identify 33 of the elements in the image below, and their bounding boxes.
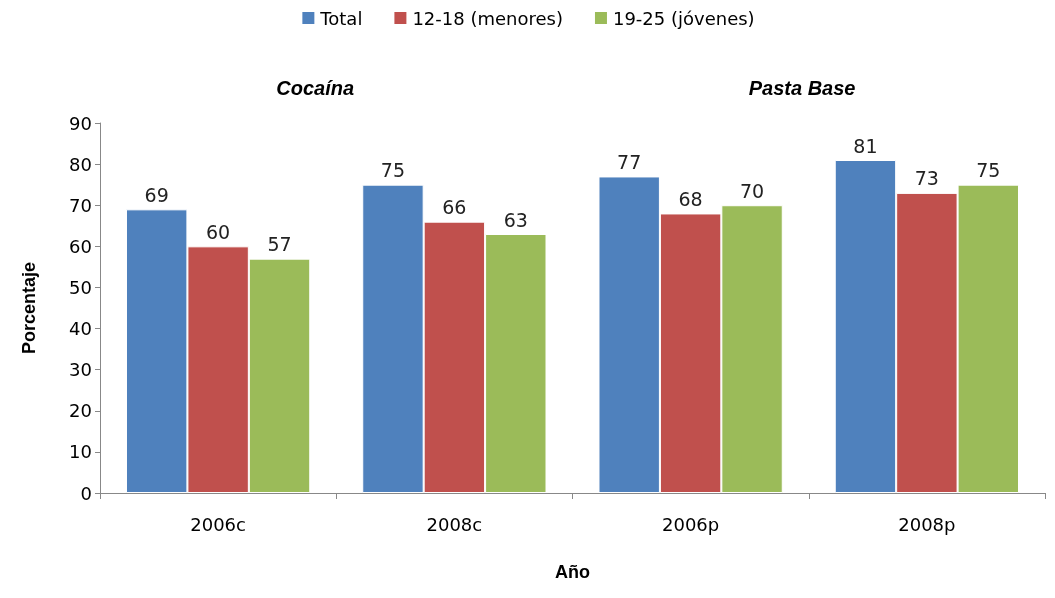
y-tick-label: 90 [69,112,92,134]
data-label: 60 [206,220,231,243]
data-label: 68 [678,187,703,210]
x-axis-title: Año [555,562,590,582]
x-tick-label: 2008c [426,513,483,535]
data-label: 57 [267,233,292,256]
x-tick-label: 2006c [190,513,246,535]
y-tick-label: 80 [69,153,92,175]
data-label: 77 [617,150,642,173]
y-tick-label: 0 [80,482,92,504]
data-label: 75 [380,159,406,182]
y-tick-label: 50 [69,276,92,298]
y-tick-label: 30 [69,359,92,381]
y-tick-label: 20 [69,400,92,422]
data-label: 70 [739,179,765,202]
y-tick-label: 10 [69,441,92,463]
y-tick-label: 70 [69,194,92,216]
y-tick-label: 40 [69,318,92,340]
data-label: 69 [144,183,169,206]
legend-label: Total [319,7,363,29]
text: Pasta Base [748,77,856,99]
text: Cocaína [276,77,355,99]
data-label: 73 [914,167,939,190]
legend-label: 19-25 (jóvenes) [612,7,755,29]
y-axis-title: Porcentaje [19,261,39,355]
x-tick-label: 2008p [898,513,956,535]
data-label: 66 [442,196,467,219]
y-tick-label: 60 [69,235,92,257]
x-tick-label: 2006p [662,513,720,535]
data-label: 63 [503,208,528,231]
legend-label: 12-18 (menores) [412,7,563,29]
data-label: 75 [976,159,1001,182]
data-label: 81 [853,134,878,157]
